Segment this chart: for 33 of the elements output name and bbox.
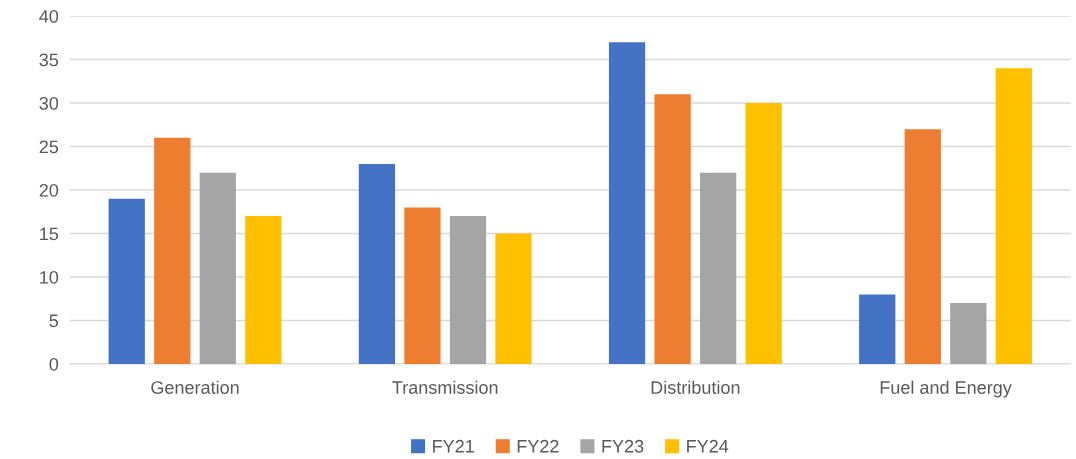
bar: [154, 137, 191, 364]
bar: [699, 172, 737, 364]
legend-label: FY22: [517, 439, 559, 453]
y-tick-label: 10: [40, 270, 59, 284]
bar: [859, 294, 896, 364]
x-tick-label: Fuel and Energy: [880, 380, 1012, 398]
y-tick-label: 15: [40, 227, 59, 241]
bar: [904, 129, 941, 364]
bar: [608, 42, 646, 364]
x-tick-label: Generation: [151, 380, 239, 394]
bar: [654, 94, 691, 364]
y-tick-label: 0: [49, 357, 59, 371]
x-tick-label: Distribution: [651, 380, 740, 394]
y-tick-label: 25: [39, 140, 59, 154]
bar: [495, 233, 532, 364]
y-tick-label: 30: [39, 96, 59, 110]
bar: [245, 216, 282, 364]
bar: [108, 198, 145, 364]
x-tick-label: Transmission: [392, 380, 498, 394]
bar: [995, 68, 1032, 364]
bar: [449, 216, 487, 364]
bar: [950, 303, 987, 364]
bar: [199, 172, 236, 364]
legend-label: FY23: [602, 439, 644, 453]
y-tick-label: 35: [39, 53, 59, 67]
y-tick-label: 20: [39, 183, 59, 197]
bar: [404, 207, 441, 364]
y-tick-label: 5: [49, 314, 59, 328]
legend-label: FY24: [687, 439, 729, 453]
bar: [745, 103, 782, 364]
y-tick-label: 40: [39, 10, 59, 23]
bar: [358, 163, 396, 364]
legend-label: FY21: [433, 439, 474, 453]
